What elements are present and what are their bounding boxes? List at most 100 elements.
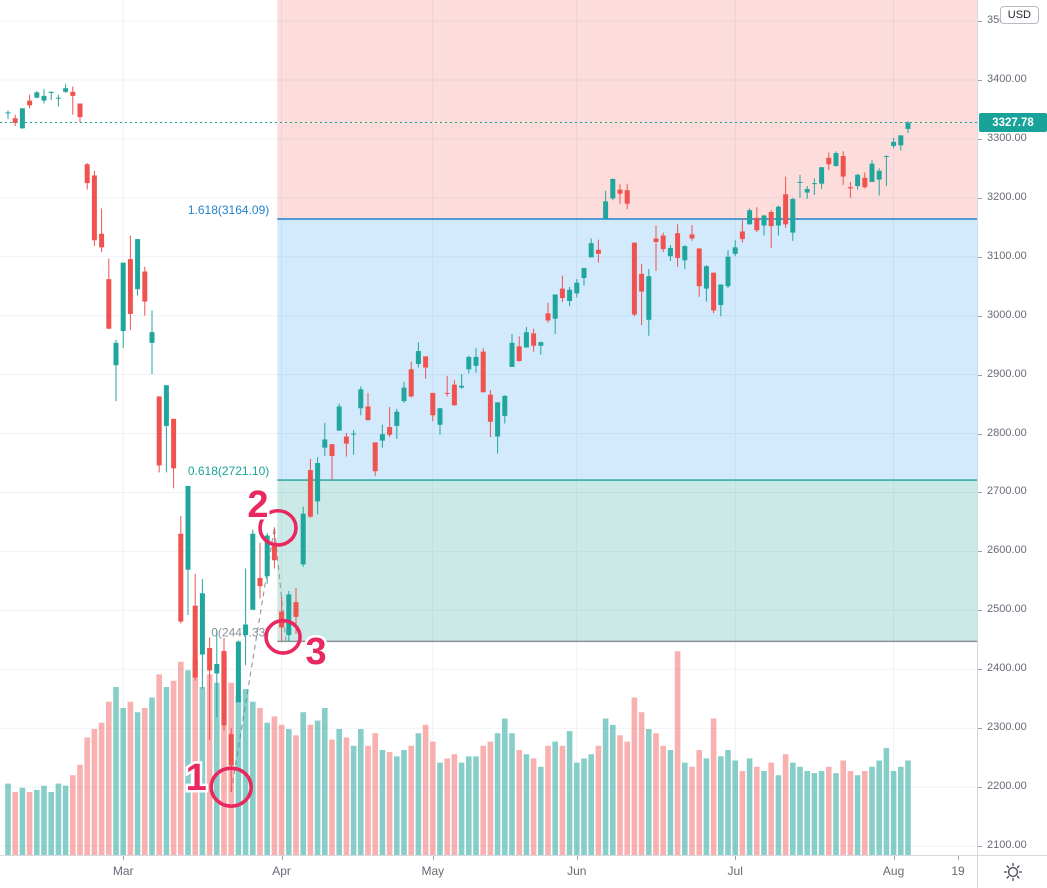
- time-axis-label: May: [421, 864, 445, 878]
- volume-bar: [703, 758, 710, 855]
- volume-bar: [62, 785, 69, 855]
- last-price-badge: 3327.78: [979, 113, 1047, 133]
- volume-bar: [264, 722, 270, 855]
- candle: [624, 190, 630, 204]
- candle: [408, 369, 414, 397]
- volume-bar: [26, 792, 33, 855]
- volume-bar: [358, 729, 364, 855]
- volume-bar: [581, 758, 587, 855]
- candle: [149, 332, 155, 343]
- candle: [487, 394, 493, 422]
- candle: [315, 463, 321, 502]
- candle: [387, 427, 393, 435]
- candle: [732, 247, 738, 254]
- candle: [228, 734, 234, 766]
- fib-zone[interactable]: [277, 0, 977, 219]
- volume-bar: [444, 758, 450, 855]
- annotation-circle[interactable]: [258, 508, 298, 547]
- volume-bar: [77, 764, 83, 855]
- time-axis-label: Mar: [112, 864, 134, 878]
- time-axis-tick: [958, 856, 959, 860]
- volume-bar: [473, 756, 479, 855]
- volume-bar: [602, 718, 609, 855]
- volume-bar: [674, 651, 681, 855]
- candle: [55, 97, 61, 99]
- volume-bar: [329, 739, 335, 855]
- annotation-circle[interactable]: [209, 766, 253, 808]
- time-axis-label: Jul: [727, 864, 743, 878]
- candle: [351, 433, 357, 435]
- price-axis-label: 2400.00: [987, 662, 1027, 675]
- volume-bar: [898, 766, 904, 855]
- volume-bar: [192, 659, 198, 855]
- candle: [819, 167, 825, 184]
- candle: [754, 217, 760, 231]
- volume-bar: [516, 750, 522, 855]
- volume-bar: [689, 766, 695, 855]
- candle: [293, 602, 299, 617]
- candle: [509, 342, 515, 367]
- candle: [581, 267, 587, 278]
- candle: [343, 436, 349, 444]
- volume-bar: [754, 766, 760, 855]
- volume-bar: [250, 701, 256, 855]
- candle: [552, 294, 558, 319]
- candle: [12, 118, 18, 123]
- price-axis-label: 3000.00: [987, 308, 1027, 321]
- candle: [833, 153, 839, 167]
- volume-bar: [451, 754, 458, 855]
- volume-bar: [178, 661, 184, 855]
- volume-bar: [278, 724, 285, 855]
- currency-badge[interactable]: USD: [999, 6, 1039, 24]
- candle: [739, 231, 745, 240]
- price-axis-label: 3300.00: [987, 131, 1027, 144]
- candle: [106, 279, 112, 329]
- volume-bar: [127, 701, 134, 855]
- candle: [703, 266, 709, 289]
- time-axis-tick: [576, 856, 578, 860]
- volume-bar: [862, 771, 868, 855]
- volume-bar: [588, 754, 594, 855]
- candle: [459, 385, 465, 388]
- volume-bar: [466, 756, 472, 855]
- volume-bar: [530, 758, 537, 855]
- price-axis-tick: [978, 79, 982, 81]
- chart-canvas[interactable]: 1.618(3164.09) 0.618(2721.10) 0(2447.33) 1 2…: [0, 0, 977, 855]
- candle: [574, 282, 580, 294]
- volume-bar: [653, 733, 659, 855]
- volume-bar: [732, 760, 738, 855]
- candle: [826, 157, 832, 165]
- candle: [473, 356, 479, 366]
- candle: [99, 233, 105, 248]
- annotation-number[interactable]: 3: [303, 628, 329, 675]
- price-axis-label: 2300.00: [987, 721, 1027, 734]
- annotation-number[interactable]: 1: [183, 755, 209, 802]
- candle: [307, 470, 313, 517]
- price-axis-tick: [978, 315, 982, 317]
- candle: [667, 247, 673, 257]
- volume-bar: [646, 729, 652, 855]
- fib-zone[interactable]: [277, 480, 977, 642]
- candle: [300, 513, 306, 565]
- annotation-circle[interactable]: [264, 618, 302, 655]
- annotation-number[interactable]: 2: [245, 481, 271, 528]
- candle: [379, 434, 385, 441]
- gear-icon[interactable]: [1001, 860, 1025, 884]
- fib-zone[interactable]: [277, 219, 977, 481]
- candle: [531, 333, 537, 346]
- price-axis[interactable]: USD 3327.78 3500.003400.003300.003200.00…: [977, 0, 1047, 855]
- time-axis[interactable]: Mar Apr May Jun Jul Aug 19: [0, 855, 977, 888]
- candle: [221, 651, 227, 726]
- time-axis-tick: [281, 856, 283, 860]
- volume-bar: [214, 682, 220, 855]
- price-axis-tick: [978, 21, 982, 23]
- candle: [718, 284, 724, 306]
- volume-bar: [876, 760, 882, 855]
- volume-bar: [545, 745, 551, 855]
- price-axis-label: 2900.00: [987, 367, 1027, 380]
- candle: [603, 201, 609, 220]
- volume-bar: [106, 701, 112, 855]
- volume-bar: [660, 745, 666, 855]
- candle: [883, 155, 889, 157]
